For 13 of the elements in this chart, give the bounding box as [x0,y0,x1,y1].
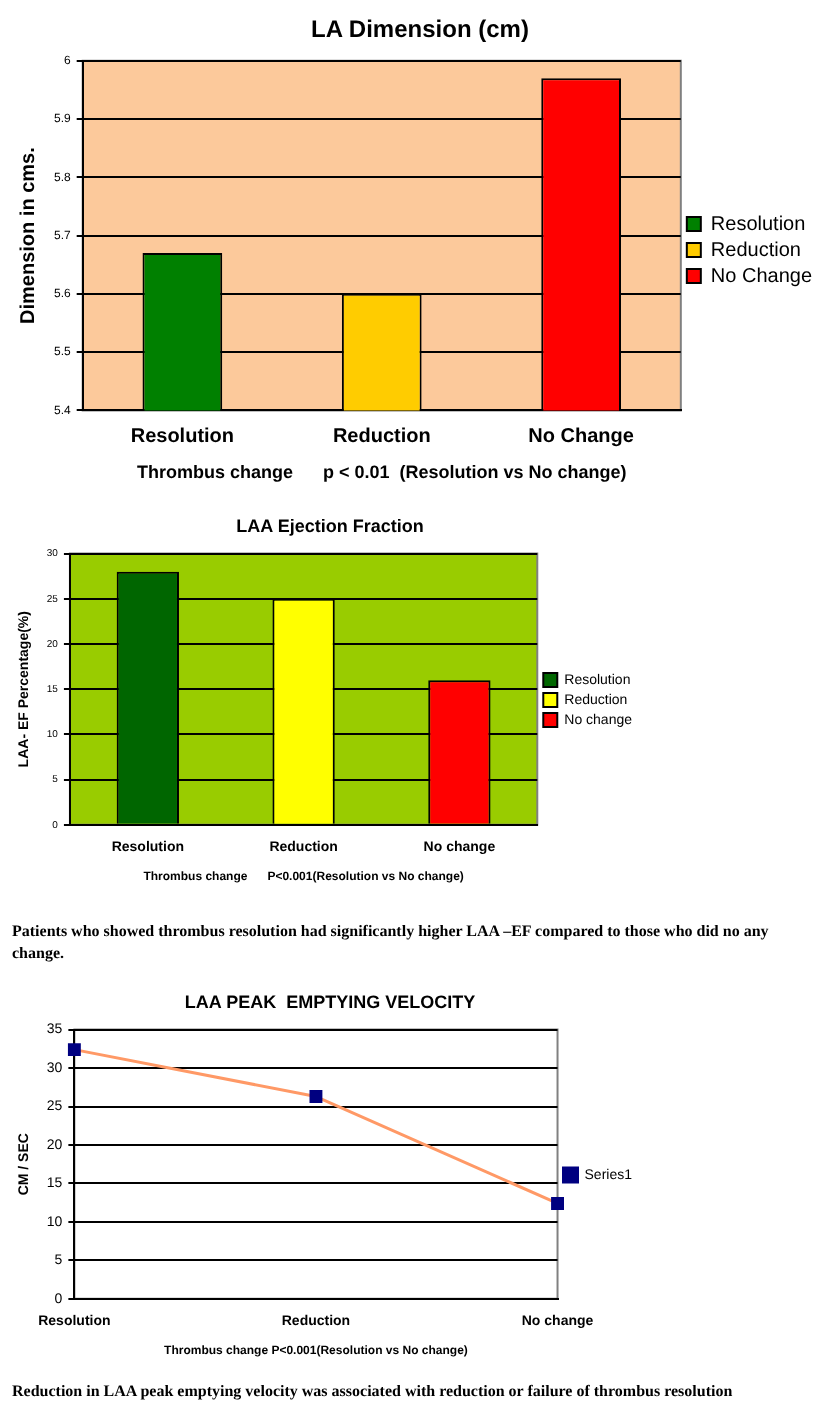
chart-title: LAA Ejection Fraction [236,515,424,536]
chart-title: LAA PEAK EMPTYING VELOCITY [184,991,476,1012]
x-tick-label: Reduction [332,425,431,448]
x-axis-title: Thrombus change p < 0.01 (Resolution vs No change) [136,462,627,483]
x-tick-label: No Change [528,425,635,448]
y-axis-title: Dimension in cms. [17,146,40,324]
legend-label: Reduction [710,239,801,262]
legend-label: No Change [710,265,813,288]
legend-label: Resolution [710,213,806,236]
chart-title: LA Dimension (cm) [311,15,529,44]
x-tick-label: Resolution [130,425,235,448]
text: Reduction in LAA peak emptying velocity was associated with reduction or failure of thrombus resolution [12,1380,735,1402]
text: Patients who showed thrombus resolution had significantly higher LAA –EF compared to those who did no any change. [12,920,771,964]
